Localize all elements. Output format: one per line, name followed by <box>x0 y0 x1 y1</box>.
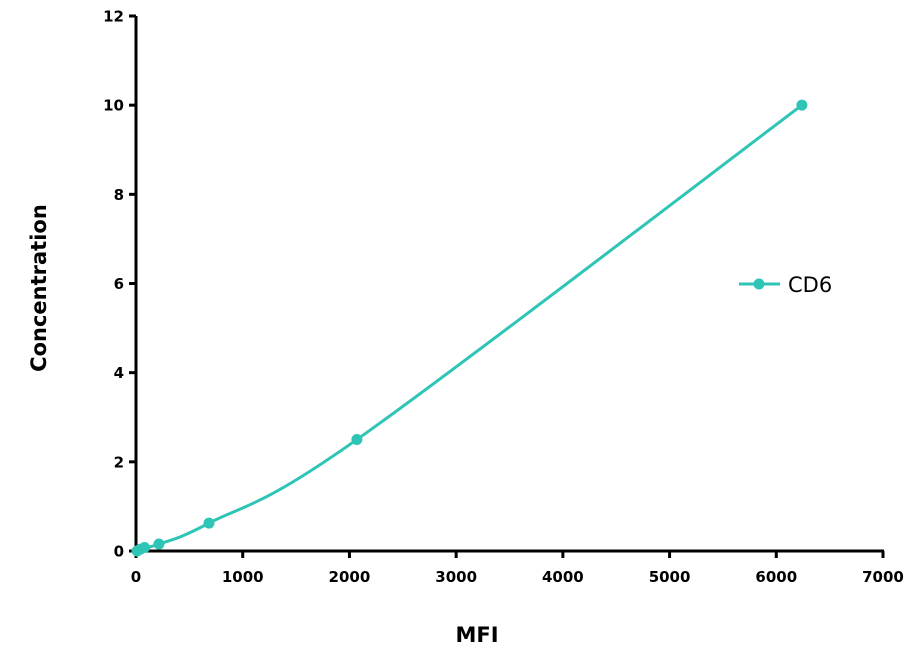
x-tick-label: 1000 <box>222 568 264 586</box>
x-tick-label: 4000 <box>542 568 584 586</box>
x-tick-label: 0 <box>131 568 141 586</box>
x-tick-label: 7000 <box>862 568 904 586</box>
data-point-marker <box>351 434 363 446</box>
series-markers-cd6 <box>131 99 808 557</box>
x-tick-label: 5000 <box>649 568 691 586</box>
y-axis-title: Concentration <box>27 204 51 372</box>
legend: CD6 <box>739 273 832 297</box>
x-tick-label: 2000 <box>329 568 371 586</box>
data-point-marker <box>139 542 151 554</box>
y-tick-label: 4 <box>114 364 124 382</box>
y-tick-label: 2 <box>114 453 124 471</box>
y-tick-label: 8 <box>114 186 124 204</box>
x-axis-ticks: 0 1000 2000 3000 4000 5000 6000 7000 <box>131 551 904 586</box>
data-point-marker <box>153 538 165 550</box>
y-tick-label: 10 <box>103 97 124 115</box>
y-tick-label: 12 <box>103 8 124 26</box>
legend-marker-icon <box>753 278 765 290</box>
x-tick-label: 6000 <box>755 568 797 586</box>
y-axis-ticks: 0 2 4 6 8 10 12 <box>103 8 136 561</box>
y-tick-label: 6 <box>114 275 124 293</box>
x-axis-title: MFI <box>455 623 498 647</box>
data-point-marker <box>203 517 215 529</box>
x-tick-label: 3000 <box>435 568 477 586</box>
legend-label: CD6 <box>788 273 832 297</box>
y-tick-label: 0 <box>114 543 124 561</box>
data-point-marker <box>796 99 808 111</box>
series-line-cd6 <box>136 103 803 553</box>
